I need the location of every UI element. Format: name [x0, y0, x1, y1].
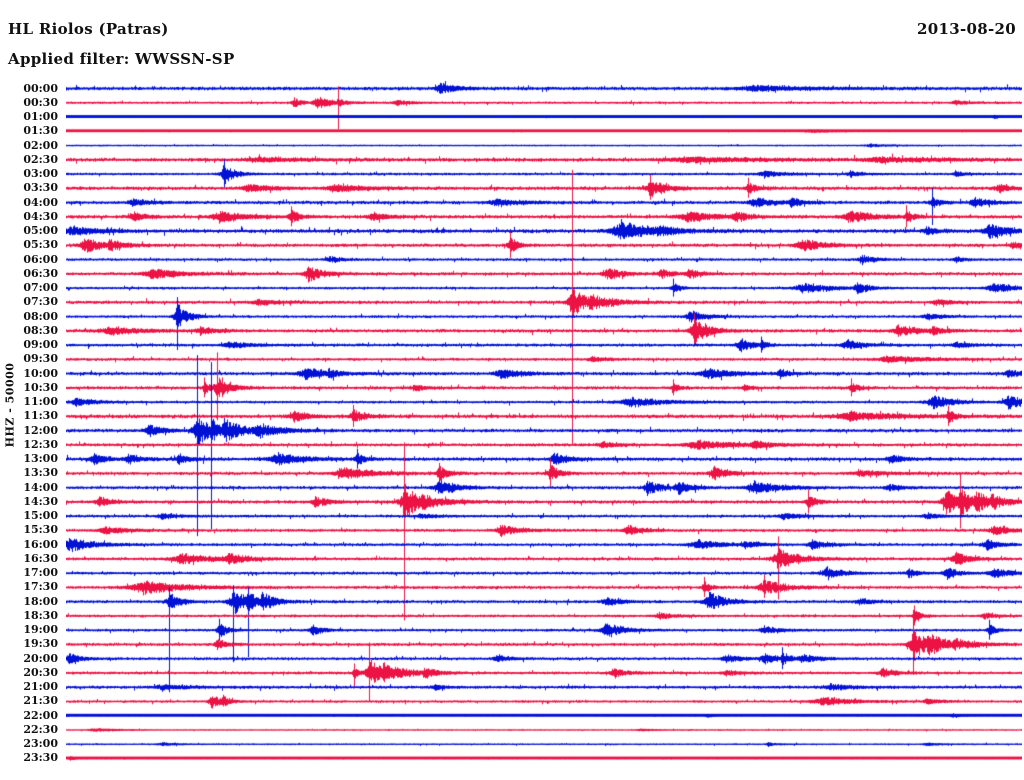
time-label: 17:00: [23, 566, 58, 580]
time-label: 12:00: [23, 423, 58, 437]
time-label: 10:30: [23, 380, 58, 394]
time-label: 03:00: [23, 167, 58, 181]
time-label: 13:30: [23, 466, 58, 480]
time-label: 11:30: [23, 409, 58, 423]
time-label: 04:00: [23, 195, 58, 209]
time-label: 03:30: [23, 181, 58, 195]
time-label: 18:00: [23, 594, 58, 608]
time-label: 15:00: [23, 509, 58, 523]
time-label: 14:30: [23, 494, 58, 508]
time-label: 06:30: [23, 266, 58, 280]
time-label: 18:30: [23, 608, 58, 622]
time-label: 20:00: [23, 651, 58, 665]
time-label: 10:00: [23, 366, 58, 380]
time-label: 23:30: [23, 751, 58, 765]
time-label: 21:30: [23, 694, 58, 708]
time-label: 13:00: [23, 452, 58, 466]
time-label: 09:30: [23, 352, 58, 366]
filter-label: Applied filter: WWSSN-SP: [8, 50, 235, 68]
time-label: 00:00: [23, 81, 58, 95]
time-label: 08:30: [23, 323, 58, 337]
time-label: 01:00: [23, 110, 58, 123]
time-label: 22:00: [23, 708, 58, 722]
time-label: 07:00: [23, 281, 58, 295]
time-label: 22:30: [23, 722, 58, 736]
time-label: 00:30: [23, 95, 58, 109]
seismogram-traces: [66, 80, 1022, 780]
time-label: 14:00: [23, 480, 58, 494]
time-label: 11:00: [23, 395, 58, 409]
time-label: 16:30: [23, 551, 58, 565]
time-label: 19:30: [23, 637, 58, 651]
time-axis: 00:00 00:30 01:00 01:30 02:00 02:30 03:00 03:30…: [0, 0, 60, 780]
time-label: 07:30: [23, 295, 58, 309]
time-label: 20:30: [23, 665, 58, 679]
time-label: 05:00: [23, 224, 58, 238]
time-label: 17:30: [23, 580, 58, 594]
time-label: 05:30: [23, 238, 58, 252]
time-label: 06:00: [23, 252, 58, 266]
time-label: 21:00: [23, 680, 58, 694]
time-label: 02:30: [23, 152, 58, 166]
time-label: 12:30: [23, 437, 58, 451]
time-label: 02:00: [23, 138, 58, 152]
time-label: 16:00: [23, 537, 58, 551]
time-label: 04:30: [23, 209, 58, 223]
time-label: 15:30: [23, 523, 58, 537]
time-label: 23:00: [23, 737, 58, 751]
time-label: 01:30: [23, 124, 58, 138]
date-label: 2013-08-20: [917, 20, 1016, 38]
time-label: 19:00: [23, 623, 58, 637]
time-label: 08:00: [23, 309, 58, 323]
time-label: 09:00: [23, 338, 58, 352]
station-title: HL Riolos (Patras): [8, 20, 169, 38]
